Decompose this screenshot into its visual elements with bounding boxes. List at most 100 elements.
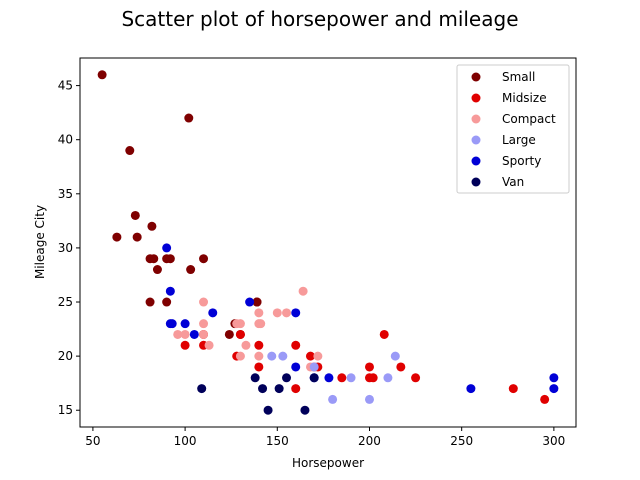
point-van — [263, 405, 273, 415]
point-small — [186, 265, 196, 275]
point-midsize — [337, 373, 347, 383]
x-tick-label: 150 — [266, 434, 289, 448]
point-sporty — [291, 308, 301, 318]
point-sporty — [162, 243, 172, 253]
point-sporty — [245, 297, 255, 307]
point-small — [149, 254, 159, 264]
point-sporty — [167, 319, 177, 329]
point-compact — [173, 329, 183, 339]
y-tick-label: 40 — [58, 133, 73, 147]
y-tick-label: 35 — [58, 187, 73, 201]
legend-marker-large — [471, 135, 481, 145]
point-large — [309, 362, 319, 372]
point-small — [152, 265, 162, 275]
point-small — [132, 232, 142, 242]
point-midsize — [540, 394, 550, 404]
point-midsize — [411, 373, 421, 383]
point-midsize — [180, 340, 190, 350]
point-midsize — [396, 362, 406, 372]
y-tick-label: 30 — [58, 241, 73, 255]
point-compact — [199, 329, 209, 339]
point-van — [309, 373, 319, 383]
point-small — [165, 254, 175, 264]
point-small — [125, 146, 135, 156]
x-tick-label: 100 — [174, 434, 197, 448]
point-compact — [272, 308, 282, 318]
point-midsize — [291, 340, 301, 350]
point-midsize — [379, 329, 389, 339]
point-sporty — [189, 329, 199, 339]
x-axis-label: Horsepower — [292, 456, 364, 470]
legend-frame — [456, 64, 570, 194]
point-large — [278, 351, 288, 361]
point-midsize — [291, 384, 301, 394]
point-compact — [235, 351, 245, 361]
point-midsize — [305, 351, 315, 361]
point-compact — [298, 286, 308, 296]
point-small — [199, 254, 209, 264]
data-points — [97, 70, 559, 415]
point-sporty — [549, 373, 559, 383]
point-small — [145, 297, 155, 307]
point-midsize — [254, 362, 264, 372]
point-sporty — [466, 384, 476, 394]
legend-marker-compact — [471, 114, 481, 124]
point-compact — [254, 308, 264, 318]
legend-label-van: Van — [502, 175, 524, 189]
point-small — [224, 329, 234, 339]
point-van — [274, 384, 284, 394]
legend-label-large: Large — [502, 133, 536, 147]
point-sporty — [324, 373, 334, 383]
point-compact — [254, 351, 264, 361]
y-tick-label: 20 — [58, 349, 73, 363]
point-sporty — [291, 362, 301, 372]
point-midsize — [254, 340, 264, 350]
x-tick-label: 250 — [450, 434, 473, 448]
y-axis-ticks: 15 20 25 30 35 40 45 — [58, 79, 80, 417]
chart-title: Scatter plot of horsepower and mileage — [121, 7, 518, 31]
point-small — [112, 232, 122, 242]
point-van — [258, 384, 268, 394]
x-tick-label: 200 — [358, 434, 381, 448]
point-compact — [241, 340, 251, 350]
legend-label-midsize: Midsize — [502, 91, 547, 105]
point-van — [300, 405, 310, 415]
point-compact — [204, 340, 214, 350]
point-compact — [180, 329, 190, 339]
point-large — [267, 351, 277, 361]
point-large — [346, 373, 356, 383]
legend-label-sporty: Sporty — [502, 154, 541, 168]
point-small — [147, 221, 157, 231]
point-large — [364, 394, 374, 404]
point-small — [97, 70, 107, 80]
legend-marker-sporty — [471, 156, 481, 166]
x-tick-label: 50 — [85, 434, 100, 448]
point-sporty — [180, 319, 190, 329]
legend-marker-midsize — [471, 93, 481, 103]
point-van — [197, 384, 207, 394]
point-van — [250, 373, 260, 383]
y-axis-label: Mileage City — [33, 205, 47, 279]
point-sporty — [208, 308, 218, 318]
point-midsize — [368, 373, 378, 383]
point-small — [162, 297, 172, 307]
point-midsize — [364, 362, 374, 372]
x-tick-label: 300 — [542, 434, 565, 448]
point-sporty — [549, 384, 559, 394]
point-compact — [256, 319, 266, 329]
point-small — [184, 113, 194, 123]
legend-marker-small — [471, 72, 481, 82]
y-tick-label: 25 — [58, 295, 73, 309]
legend-marker-van — [471, 177, 481, 187]
point-midsize — [235, 329, 245, 339]
y-tick-label: 15 — [58, 403, 73, 417]
y-tick-label: 45 — [58, 79, 73, 93]
point-large — [390, 351, 400, 361]
legend-label-small: Small — [502, 70, 535, 84]
point-compact — [199, 297, 209, 307]
legend-label-compact: Compact — [502, 112, 556, 126]
point-midsize — [508, 384, 518, 394]
point-large — [328, 394, 338, 404]
point-van — [282, 373, 292, 383]
